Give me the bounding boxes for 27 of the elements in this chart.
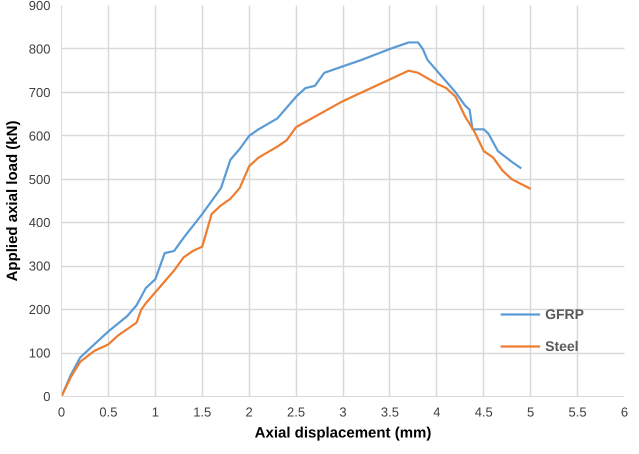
y-tick-label: 700 [28,84,51,100]
y-tick-label: 400 [28,215,51,230]
x-tick-label: 3 [339,404,347,420]
x-tick-label: 4 [433,404,440,420]
x-tick-label: 2.5 [287,404,306,420]
legend-label: Steel [545,338,579,354]
y-tick-label: 0 [43,389,51,404]
y-axis-title: Applied axial load (kN) [4,120,21,282]
x-tick-label: 5 [527,404,534,420]
x-tick-label: 1 [152,404,159,420]
y-tick-label: 500 [28,172,51,187]
y-tick-label: 800 [28,41,51,56]
x-tick-label: 0 [58,404,66,420]
legend-label: GFRP [545,306,584,322]
x-tick-label: 0.5 [99,404,118,420]
y-tick-label: 600 [28,128,51,144]
x-tick-label: 6 [620,404,628,420]
x-tick-label: 5.5 [568,404,587,420]
x-tick-label: 3.5 [380,404,399,420]
x-tick-label: 4.5 [474,404,493,420]
y-tick-label: 900 [28,0,51,13]
y-tick-label: 300 [28,258,51,274]
x-tick-label: 2 [246,404,253,420]
x-axis-title: Axial displacement (mm) [254,424,432,442]
x-tick-label: 1.5 [193,404,212,420]
y-tick-label: 100 [28,346,51,361]
y-tick-label: 200 [28,302,51,318]
